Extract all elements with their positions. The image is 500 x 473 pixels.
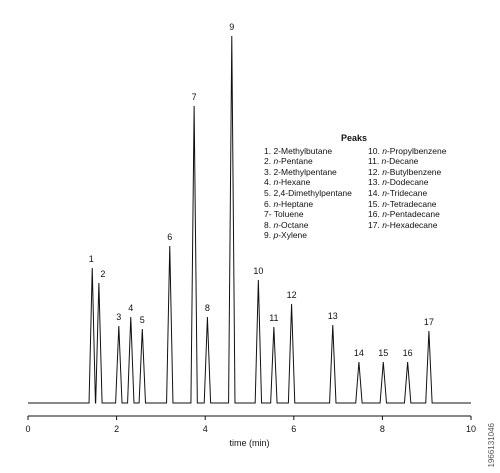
legend-item: 9. p-Xylene xyxy=(264,230,368,241)
legend-item-name: -Xylene xyxy=(278,230,308,241)
legend-item-name: -Pentadecane xyxy=(386,209,440,220)
x-axis-ticks: 0 2 4 6 8 10 xyxy=(25,416,476,434)
legend-column-left: 1. 2-Methylbutane 2. n-Pentane 3. 2-Methyl… xyxy=(264,146,368,241)
legend-item-name: -Hexadecane xyxy=(386,219,438,230)
legend-item-number: 4. xyxy=(264,177,274,188)
chromatogram-trace xyxy=(28,35,471,404)
legend-item-number: 3. xyxy=(264,166,274,177)
peak-label: 6 xyxy=(167,232,172,242)
peak-label: 3 xyxy=(116,312,121,322)
stock-id-watermark: 1966131046 xyxy=(487,422,496,468)
peak-label: 13 xyxy=(328,311,338,321)
legend-item-prefix: n xyxy=(382,209,387,220)
legend-item-prefix: n xyxy=(382,145,387,156)
peak-label: 7 xyxy=(192,92,197,102)
legend-item-name: -Pentane xyxy=(278,156,313,167)
legend-item-name: -Tridecane xyxy=(386,187,428,198)
legend-item: 11. n-Decane xyxy=(368,156,488,167)
x-axis-title: time (min) xyxy=(230,438,270,448)
legend-item-prefix: n xyxy=(273,219,279,230)
legend-item-number: 8. xyxy=(264,219,274,230)
peaks-legend: Peaks 1. 2-Methylbutane 2. n-Pentane 3. 2-… xyxy=(264,133,494,241)
legend-item-name: -Heptane xyxy=(278,198,314,209)
legend-column-right: 10. n-Propylbenzene 11. n-Decane 12. n-But… xyxy=(368,146,488,241)
peak-label: 10 xyxy=(253,266,263,276)
legend-item-number: 5. xyxy=(264,187,274,198)
legend-item: 15. n-Tetradecane xyxy=(368,199,488,210)
legend-item: 3. 2-Methylpentane xyxy=(264,167,368,178)
legend-item-prefix: n xyxy=(273,156,279,167)
legend-item-name: -Dodecane xyxy=(386,177,429,188)
legend-item-number: 6. xyxy=(264,198,274,209)
peak-label: 11 xyxy=(269,313,278,323)
legend-item-name: 2-Methylbutane xyxy=(273,145,333,156)
legend-item-name: -Hexane xyxy=(278,177,311,188)
peak-label: 5 xyxy=(140,315,145,325)
legend-item-prefix: n xyxy=(382,198,387,209)
legend-item: 16. n-Pentadecane xyxy=(368,209,488,220)
peak-label: 9 xyxy=(229,22,234,32)
legend-item: 17. n-Hexadecane xyxy=(368,220,488,231)
legend-item-prefix: p xyxy=(273,230,279,241)
legend-item: 13. n-Dodecane xyxy=(368,177,488,188)
legend-item-name: -Decane xyxy=(386,156,419,167)
legend-item-prefix: n xyxy=(382,219,387,230)
legend-item-number: 9. xyxy=(264,230,274,241)
legend-item-prefix: n xyxy=(273,177,279,188)
legend-item-name: -Tetradecane xyxy=(386,198,437,209)
peak-label: 12 xyxy=(287,290,297,300)
x-tick-label: 10 xyxy=(466,424,476,434)
legend-item-number: 1. xyxy=(264,145,274,156)
legend-item-name: 2-Methylpentane xyxy=(273,166,337,177)
legend-item: 1. 2-Methylbutane xyxy=(264,146,368,157)
x-tick-label: 8 xyxy=(380,424,385,434)
legend-item-prefix: n xyxy=(382,177,387,188)
peak-label: 16 xyxy=(403,348,413,358)
legend-item-number: 10. xyxy=(368,145,383,156)
legend-item: 6. n-Heptane xyxy=(264,199,368,210)
legend-item-number: 16. xyxy=(368,209,383,220)
peak-label: 8 xyxy=(205,303,210,313)
legend-item: 10. n-Propylbenzene xyxy=(368,146,488,157)
peak-label: 4 xyxy=(128,303,133,313)
legend-item-number: 13. xyxy=(368,177,383,188)
legend-item-prefix: n xyxy=(382,166,387,177)
legend-item-number: 15. xyxy=(368,198,383,209)
legend-item-name: Toluene xyxy=(273,209,304,220)
legend-item: 12. n-Butylbenzene xyxy=(368,167,488,178)
peak-label: 1 xyxy=(89,254,94,264)
legend-item-prefix: n xyxy=(273,198,279,209)
legend-item-name: 2,4-Dimethylpentane xyxy=(273,187,352,198)
legend-item-number: 2. xyxy=(264,156,274,167)
legend-item-name: -Octane xyxy=(278,219,309,230)
legend-title: Peaks xyxy=(340,133,368,143)
x-tick-label: 2 xyxy=(114,424,119,434)
legend-item-number: 11. xyxy=(368,156,382,167)
peak-label: 15 xyxy=(378,348,388,358)
legend-item-prefix: n xyxy=(381,156,387,167)
legend-item-name: -Propylbenzene xyxy=(386,145,447,156)
peak-label: 2 xyxy=(100,269,105,279)
peak-label: 14 xyxy=(354,348,364,358)
legend-item: 14. n-Tridecane xyxy=(368,188,488,199)
legend-item-number: 12. xyxy=(368,166,383,177)
peak-label: 17 xyxy=(424,317,434,327)
legend-item: 2. n-Pentane xyxy=(264,156,368,167)
x-tick-label: 6 xyxy=(291,424,296,434)
legend-item: 5. 2,4-Dimethylpentane xyxy=(264,188,368,199)
legend-item-number: 14. xyxy=(368,187,383,198)
legend-item: 8. n-Octane xyxy=(264,220,368,231)
legend-item-number: 7- xyxy=(264,209,274,220)
legend-item-number: 17. xyxy=(368,219,383,230)
legend-item-name: -Butylbenzene xyxy=(386,166,442,177)
legend-item: 7- Toluene xyxy=(264,209,368,220)
x-tick-label: 0 xyxy=(25,424,30,434)
legend-item: 4. n-Hexane xyxy=(264,177,368,188)
legend-item-prefix: n xyxy=(382,187,387,198)
x-tick-label: 4 xyxy=(203,424,208,434)
